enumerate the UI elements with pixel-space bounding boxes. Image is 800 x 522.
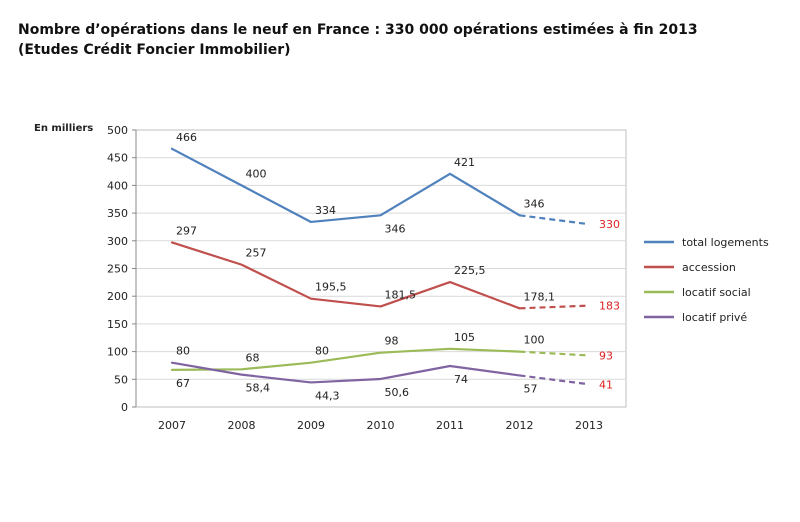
series-projection-line — [519, 214, 590, 226]
legend-label: locatif privé — [682, 311, 747, 324]
y-tick-label: 300 — [107, 235, 128, 248]
series-line — [170, 347, 521, 371]
data-label: 74 — [454, 373, 468, 386]
data-label: 181,5 — [385, 288, 417, 301]
chart-title-line-1: Nombre d’opérations dans le neuf en Fran… — [18, 22, 698, 38]
x-tick-label: 2009 — [297, 419, 325, 432]
data-label: 100 — [524, 334, 545, 347]
data-label: 330 — [599, 218, 620, 231]
data-label: 41 — [599, 378, 613, 391]
x-tick-label: 2008 — [228, 419, 256, 432]
y-tick-label: 400 — [107, 179, 128, 192]
data-label: 67 — [176, 377, 190, 390]
legend-label: total logements — [682, 236, 769, 249]
y-tick-label: 100 — [107, 346, 128, 359]
y-tick-label: 50 — [114, 373, 128, 386]
data-label: 105 — [454, 331, 475, 344]
data-label: 225,5 — [454, 264, 486, 277]
data-label: 346 — [524, 197, 545, 210]
data-label: 421 — [454, 156, 475, 169]
legend-label: locatif social — [682, 286, 751, 299]
data-label: 58,4 — [246, 382, 271, 395]
legend: total logements accession locatif social lo… — [644, 236, 769, 324]
y-tick-label: 450 — [107, 152, 128, 165]
data-label: 183 — [599, 300, 620, 313]
data-label: 178,1 — [524, 290, 556, 303]
x-tick-label: 2011 — [436, 419, 464, 432]
legend-label: accession — [682, 261, 736, 274]
series-projection-line — [519, 350, 590, 357]
data-label: 257 — [246, 247, 267, 260]
data-label: 93 — [599, 349, 613, 362]
series-projection-line — [519, 374, 590, 386]
y-tick-label: 0 — [121, 401, 128, 414]
data-label: 80 — [176, 345, 190, 358]
x-tick-label: 2013 — [575, 419, 603, 432]
gridlines — [135, 129, 627, 408]
data-labels: 466 400 334 346 421 346 330 297 257 195,5 181,5 225… — [176, 131, 620, 403]
data-label: 80 — [315, 345, 329, 358]
x-tick-label: 2010 — [367, 419, 395, 432]
y-tick-label: 500 — [107, 124, 128, 137]
data-label: 400 — [246, 167, 267, 180]
chart-title: Nombre d’opérations dans le neuf en Fran… — [18, 20, 698, 60]
y-tick-label: 250 — [107, 263, 128, 276]
data-label: 44,3 — [315, 389, 340, 402]
data-label: 50,6 — [385, 386, 410, 399]
data-label: 68 — [246, 351, 260, 364]
x-tick-label: 2012 — [506, 419, 534, 432]
series-line — [170, 241, 521, 310]
data-label: 334 — [315, 204, 336, 217]
series-lines — [170, 147, 590, 386]
data-label: 98 — [385, 335, 399, 348]
chart-title-line-2: (Etudes Crédit Foncier Immobilier) — [18, 42, 291, 58]
series-line — [170, 361, 521, 384]
data-label: 346 — [385, 222, 406, 235]
y-tick-label: 150 — [107, 318, 128, 331]
data-label: 57 — [524, 382, 538, 395]
y-tick-label: 200 — [107, 290, 128, 303]
axes: 0 50 100 150 200 250 300 350 400 450 500 En millier… — [34, 123, 603, 432]
y-unit-label: En milliers — [34, 123, 93, 134]
data-label: 297 — [176, 224, 197, 237]
series-line — [170, 147, 521, 224]
y-tick-label: 350 — [107, 207, 128, 220]
data-label: 195,5 — [315, 281, 347, 294]
series-projection-line — [519, 304, 590, 310]
data-label: 466 — [176, 131, 197, 144]
x-tick-label: 2007 — [158, 419, 186, 432]
